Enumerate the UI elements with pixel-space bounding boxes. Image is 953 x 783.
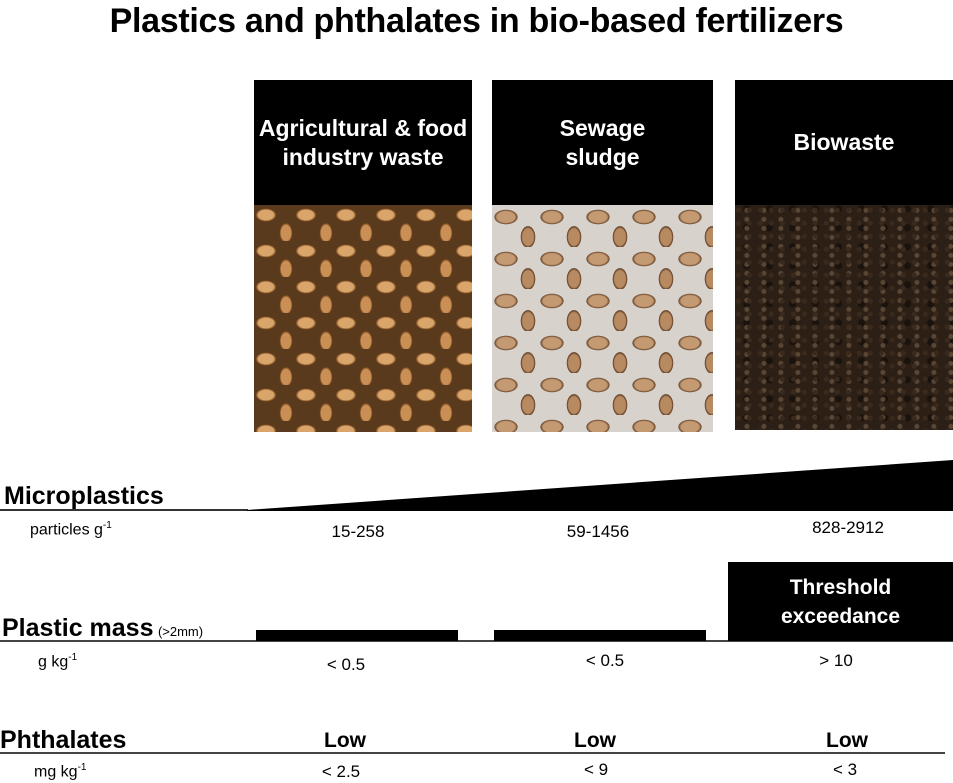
microplastics-value: 828-2912 (812, 518, 884, 537)
panel-header-biowaste: Biowaste (735, 80, 953, 205)
phthalates-level: Low (574, 729, 616, 752)
phthalates-level: Low (324, 729, 366, 752)
increasing-wedge (247, 460, 953, 511)
microplastics-value: 15-258 (331, 522, 385, 541)
microplastics-value: 59-1456 (566, 522, 630, 541)
plastic-mass-value: > 10 (819, 651, 853, 670)
plastic-mass-value: < 0.5 (585, 651, 625, 670)
phthalates-value: < 2.5 (321, 762, 361, 781)
plastic-mass-bar (494, 630, 706, 641)
phthalates-value: < 9 (583, 760, 609, 779)
plastic-mass-bar (256, 630, 458, 641)
phthalates-baseline (0, 752, 945, 754)
phthalates-label: Phthalates (0, 726, 127, 754)
sewage-pellets-image (492, 205, 713, 432)
panel-label: Sewage sludge (559, 114, 646, 170)
phthalates-unit: mg kg-1 (34, 762, 87, 781)
plastic-mass-unit: g kg-1 (38, 652, 78, 671)
biowaste-image (735, 205, 953, 430)
panel-header-sewage: Sewage sludge (492, 80, 713, 205)
plastic-mass-baseline (0, 640, 953, 642)
phthalates-value: < 3 (832, 760, 858, 779)
threshold-exceedance-box: Threshold exceedance (728, 562, 953, 641)
microplastics-label: Microplastics (4, 482, 164, 510)
microplastics-unit: particles g-1 (30, 520, 112, 539)
figure-title: Plastics and phthalates in bio-based fer… (109, 2, 844, 40)
microplastics-wedge (0, 460, 953, 511)
plastic-mass-value: < 0.5 (326, 655, 366, 674)
agricultural-pellets-image (254, 205, 472, 432)
phthalates-level: Low (826, 729, 868, 752)
panel-header-agricultural: Agricultural & food industry waste (254, 80, 472, 205)
plastic-mass-label: Plastic mass (>2mm) (2, 614, 204, 642)
